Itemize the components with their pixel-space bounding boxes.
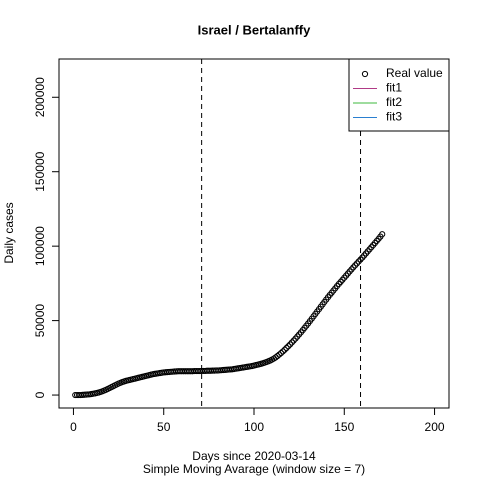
data-point	[350, 264, 357, 271]
y-tick-label: 150000	[33, 151, 47, 191]
y-tick-label: 200000	[33, 77, 47, 117]
chart-title: Israel / Bertalanffy	[198, 22, 311, 37]
data-point	[281, 346, 288, 353]
x-tick-label: 150	[334, 420, 354, 434]
legend-label: Real value	[386, 66, 443, 80]
x-tick-label: 50	[157, 420, 171, 434]
x-tick-label: 200	[425, 420, 445, 434]
data-point	[355, 258, 362, 265]
data-point	[357, 256, 364, 263]
data-point	[288, 339, 296, 346]
data-point	[276, 351, 283, 358]
x-tick-label: 0	[70, 420, 77, 434]
data-point	[287, 341, 294, 348]
legend-label: fit1	[386, 81, 402, 95]
data-point	[379, 231, 386, 238]
data-point	[352, 262, 359, 269]
legend-label: fit2	[386, 95, 402, 109]
x-axis-label: Days since 2020-03-14	[192, 449, 316, 463]
x-tick-label: 100	[244, 420, 264, 434]
data-point	[285, 343, 292, 350]
data-point	[283, 344, 290, 352]
data-point	[274, 352, 281, 360]
y-tick-label: 100000	[33, 226, 47, 266]
y-tick-label: 0	[33, 391, 47, 398]
subtitle: Simple Moving Avarage (window size = 7)	[143, 462, 365, 476]
y-tick-label: 50000	[33, 304, 47, 338]
data-point	[277, 349, 285, 357]
data-point	[353, 260, 361, 267]
y-axis-label: Daily cases	[2, 202, 16, 263]
data-point	[290, 337, 297, 344]
legend-label: fit3	[386, 110, 402, 124]
legend-marker	[361, 70, 369, 78]
data-point	[279, 348, 286, 355]
